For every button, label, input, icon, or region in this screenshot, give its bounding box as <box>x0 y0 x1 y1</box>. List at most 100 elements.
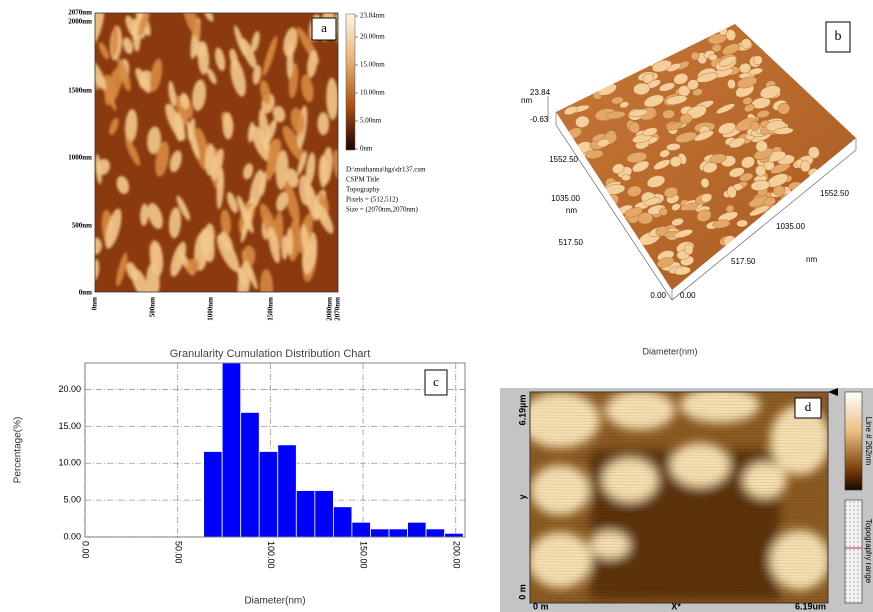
x-label: 0 m <box>533 601 549 611</box>
panel-c: Granularity Cumulation Distribution Char… <box>13 348 466 607</box>
y-label: 0 m <box>517 584 527 600</box>
grain <box>711 43 722 53</box>
grain <box>739 172 754 182</box>
grain <box>186 121 200 160</box>
grain <box>727 185 737 199</box>
grain <box>268 226 280 264</box>
grain <box>725 204 735 213</box>
grain <box>605 392 675 430</box>
grain <box>718 122 736 135</box>
scan-line <box>530 543 828 547</box>
y-tick-label: 5.00 <box>63 495 81 505</box>
x-axis-label: Diameter(nm) <box>244 596 305 607</box>
scan-line <box>530 462 828 466</box>
grain <box>675 131 697 143</box>
scan-line <box>530 552 828 556</box>
y-tick-label: 15.00 <box>58 421 81 431</box>
grain <box>669 156 682 168</box>
grain <box>275 149 289 190</box>
grain <box>234 25 247 57</box>
grain <box>229 48 239 68</box>
grain <box>286 227 293 257</box>
panel-label: d <box>805 399 812 414</box>
grain <box>628 108 649 117</box>
grain <box>176 195 191 221</box>
y-label: 6.19µm <box>517 395 527 426</box>
panel-label-box <box>424 369 448 396</box>
scan-line <box>530 576 828 580</box>
grain <box>135 67 151 94</box>
y-label: 1035.00 <box>551 194 580 203</box>
scan-line <box>530 513 828 517</box>
grain <box>282 125 304 161</box>
grain <box>731 243 745 252</box>
grain <box>680 202 700 211</box>
scan-line <box>530 483 828 487</box>
grain <box>687 79 699 90</box>
grain <box>147 126 162 155</box>
grain <box>666 122 684 131</box>
grain <box>684 243 694 255</box>
grain <box>800 191 815 200</box>
grain <box>748 67 763 76</box>
grain <box>742 97 753 105</box>
grain <box>116 176 130 195</box>
grain <box>243 163 254 180</box>
scan-line <box>530 411 828 415</box>
x-tick-label: 50.00 <box>173 541 183 564</box>
colorbar-label: 5.00nm <box>360 117 382 125</box>
grain <box>626 151 648 164</box>
grain <box>125 137 141 166</box>
grain <box>696 209 712 222</box>
grain <box>227 191 238 214</box>
grain <box>749 205 770 217</box>
grain <box>105 208 122 249</box>
scan-line <box>530 456 828 460</box>
x-label: 1552.50 <box>820 189 849 198</box>
scan-line <box>530 450 828 454</box>
scan-line <box>530 435 828 439</box>
panel-label-box <box>311 17 337 41</box>
y-label: 1552.50 <box>549 155 578 164</box>
grain <box>809 179 828 189</box>
grain <box>211 148 224 181</box>
grain <box>272 105 286 123</box>
grain <box>808 146 820 159</box>
grain <box>782 209 792 222</box>
grain <box>140 203 149 226</box>
bar <box>407 521 427 538</box>
grain <box>624 207 643 218</box>
grain <box>591 133 606 142</box>
scan-line <box>530 399 828 403</box>
grain <box>662 109 675 119</box>
grain <box>725 29 736 41</box>
grain <box>716 103 735 114</box>
grain <box>611 96 624 105</box>
grain <box>619 101 630 109</box>
marker <box>828 388 838 396</box>
info-line: D:\muthanna\hgs\dr137.csm <box>346 166 426 174</box>
info-line: Size = (2070nm,2070nm) <box>346 206 418 214</box>
grain <box>673 229 693 239</box>
grain <box>207 68 217 85</box>
y-tick-label: 10.00 <box>58 458 81 468</box>
grain <box>168 207 182 239</box>
grain <box>116 252 128 287</box>
plot-frame <box>84 362 466 538</box>
y-tick-label: 500nm <box>72 222 92 230</box>
grain <box>656 257 675 268</box>
grain <box>530 392 600 448</box>
scan-line <box>530 531 828 535</box>
grain <box>739 63 752 74</box>
grain <box>138 13 150 37</box>
grain <box>317 112 330 136</box>
panel-label: b <box>835 29 842 44</box>
grain <box>671 218 684 226</box>
grain <box>186 258 200 275</box>
grain <box>806 192 816 201</box>
bar <box>258 451 279 538</box>
grain <box>813 173 834 186</box>
colorbar <box>345 13 356 151</box>
